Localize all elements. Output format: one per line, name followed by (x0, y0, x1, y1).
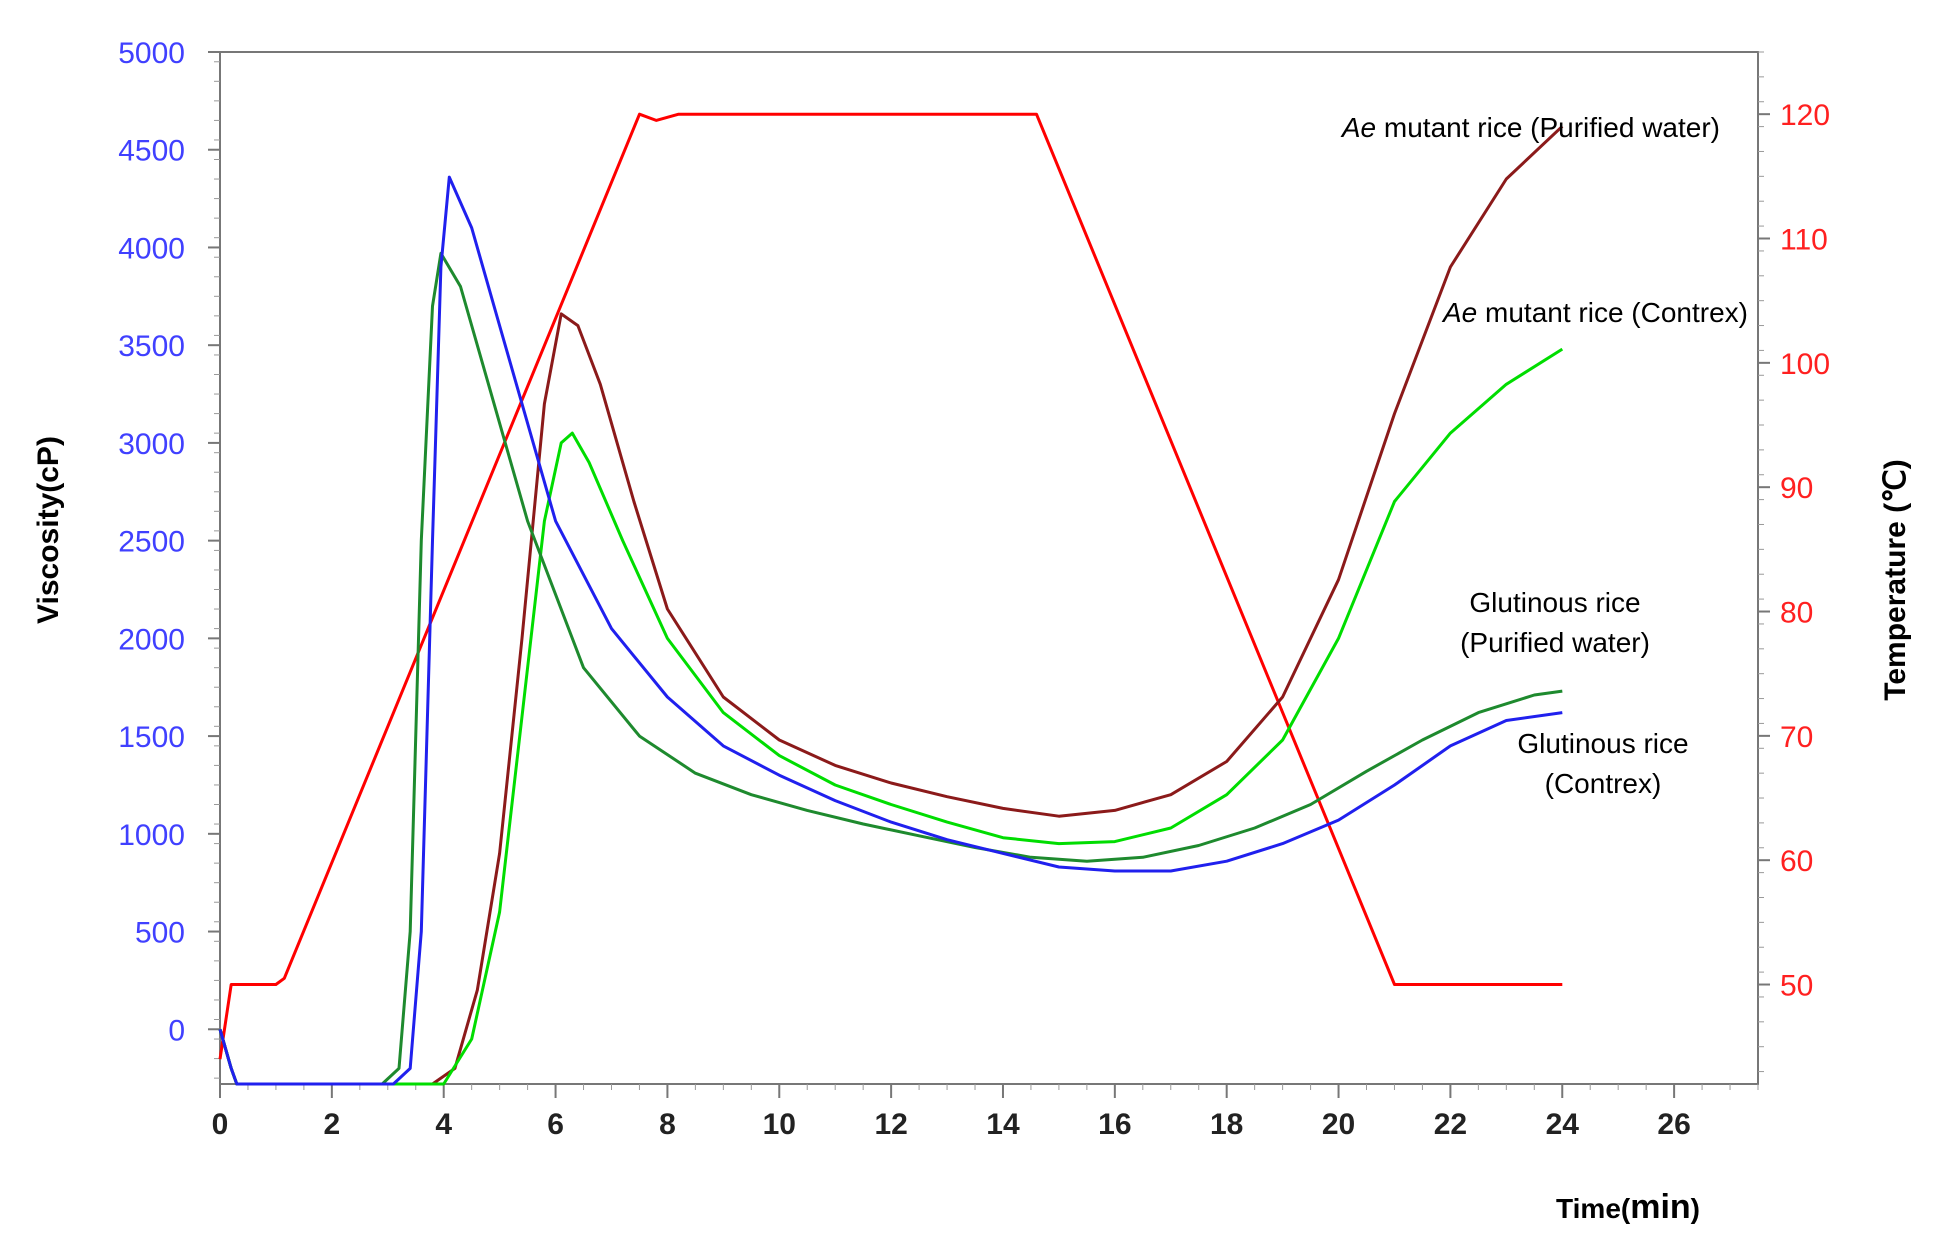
x-tick-label: 16 (1098, 1108, 1131, 1141)
y-left-tick-label: 500 (135, 917, 185, 950)
x-tick-label: 20 (1322, 1108, 1355, 1141)
annotation-text: mutant rice (Purified water) (1376, 112, 1720, 143)
x-tick-label: 26 (1657, 1108, 1690, 1141)
y-left-tick-label: 5000 (118, 37, 185, 70)
y-left-tick-label: 2000 (118, 623, 185, 656)
y-right-tick-label: 90 (1780, 472, 1813, 505)
y-right-tick-label: 70 (1780, 721, 1813, 754)
annotation-2-line-1: (Purified water) (1460, 627, 1650, 658)
annotation-0-line-0: Ae mutant rice (Purified water) (1340, 112, 1720, 143)
annotation-italic: Ae (1441, 297, 1477, 328)
plot-area (219, 51, 1759, 1085)
y-right-tick-label: 60 (1780, 845, 1813, 878)
y-left-tick-label: 4000 (118, 232, 185, 265)
x-tick-label: 12 (874, 1108, 907, 1141)
y-left-tick-label: 3500 (118, 330, 185, 363)
y-left-axis: 0 500 1000 1500 2000 2500 3000 3500 4000 4500 5000 (118, 37, 220, 1047)
x-axis-title-unit: min (1630, 1188, 1690, 1226)
y-right-axis: 50 60 70 80 90 100 110 120 (1758, 99, 1830, 1003)
y-left-tick-label: 4500 (118, 135, 185, 168)
series-group (218, 112, 1564, 1086)
x-tick-label: 18 (1210, 1108, 1243, 1141)
y-right-tick-label: 110 (1780, 224, 1828, 257)
y-left-tick-label: 3000 (118, 428, 185, 461)
annotation-text: Glutinous rice (1517, 728, 1688, 759)
series-line-3 (218, 251, 1563, 1086)
y-right-tick-label: 50 (1780, 970, 1813, 1003)
x-axis: 0 2 4 6 8 10 12 14 16 18 20 22 24 26 (212, 1084, 1691, 1141)
x-tick-label: 10 (763, 1108, 796, 1141)
x-tick-label: 8 (659, 1108, 676, 1141)
annotation-text: (Purified water) (1460, 627, 1650, 658)
x-axis-title-suffix: ) (1691, 1193, 1700, 1224)
y-left-tick-label: 1500 (118, 721, 185, 754)
y-right-tick-label: 120 (1780, 99, 1830, 132)
annotation-3-line-1: (Contrex) (1545, 768, 1662, 799)
series-line-0 (218, 112, 1563, 1060)
x-axis-title-prefix: Time( (1556, 1193, 1631, 1224)
annotation-1-line-0: Ae mutant rice (Contrex) (1441, 297, 1748, 328)
x-tick-label: 22 (1434, 1108, 1467, 1141)
y-right-tick-label: 100 (1780, 348, 1830, 381)
series-line-4 (218, 175, 1563, 1086)
series-line-1 (218, 125, 1564, 1086)
x-tick-label: 4 (435, 1108, 452, 1141)
y-left-tick-label: 1000 (118, 819, 185, 852)
y-right-axis-title: Temperature (℃) (1879, 459, 1912, 701)
x-tick-label: 24 (1546, 1108, 1580, 1141)
annotations: Ae mutant rice (Purified water)Ae mutant… (1340, 112, 1748, 799)
annotation-text: (Contrex) (1545, 768, 1662, 799)
annotation-text: mutant rice (Contrex) (1477, 297, 1748, 328)
x-tick-label: 6 (547, 1108, 564, 1141)
annotation-italic: Ae (1340, 112, 1376, 143)
y-left-tick-label: 2500 (118, 526, 185, 559)
annotation-text: Glutinous rice (1469, 587, 1640, 618)
y-right-tick-label: 80 (1780, 597, 1813, 630)
x-tick-label: 0 (212, 1108, 229, 1141)
x-axis-title: Time(min) (1556, 1188, 1700, 1226)
x-tick-label: 2 (324, 1108, 341, 1141)
series-line-2 (218, 347, 1564, 1086)
x-tick-label: 14 (986, 1108, 1020, 1141)
y-left-axis-title: Viscosity(cP) (32, 436, 65, 624)
y-left-tick-label: 0 (168, 1014, 185, 1047)
annotation-3-line-0: Glutinous rice (1517, 728, 1688, 759)
annotation-2-line-0: Glutinous rice (1469, 587, 1640, 618)
